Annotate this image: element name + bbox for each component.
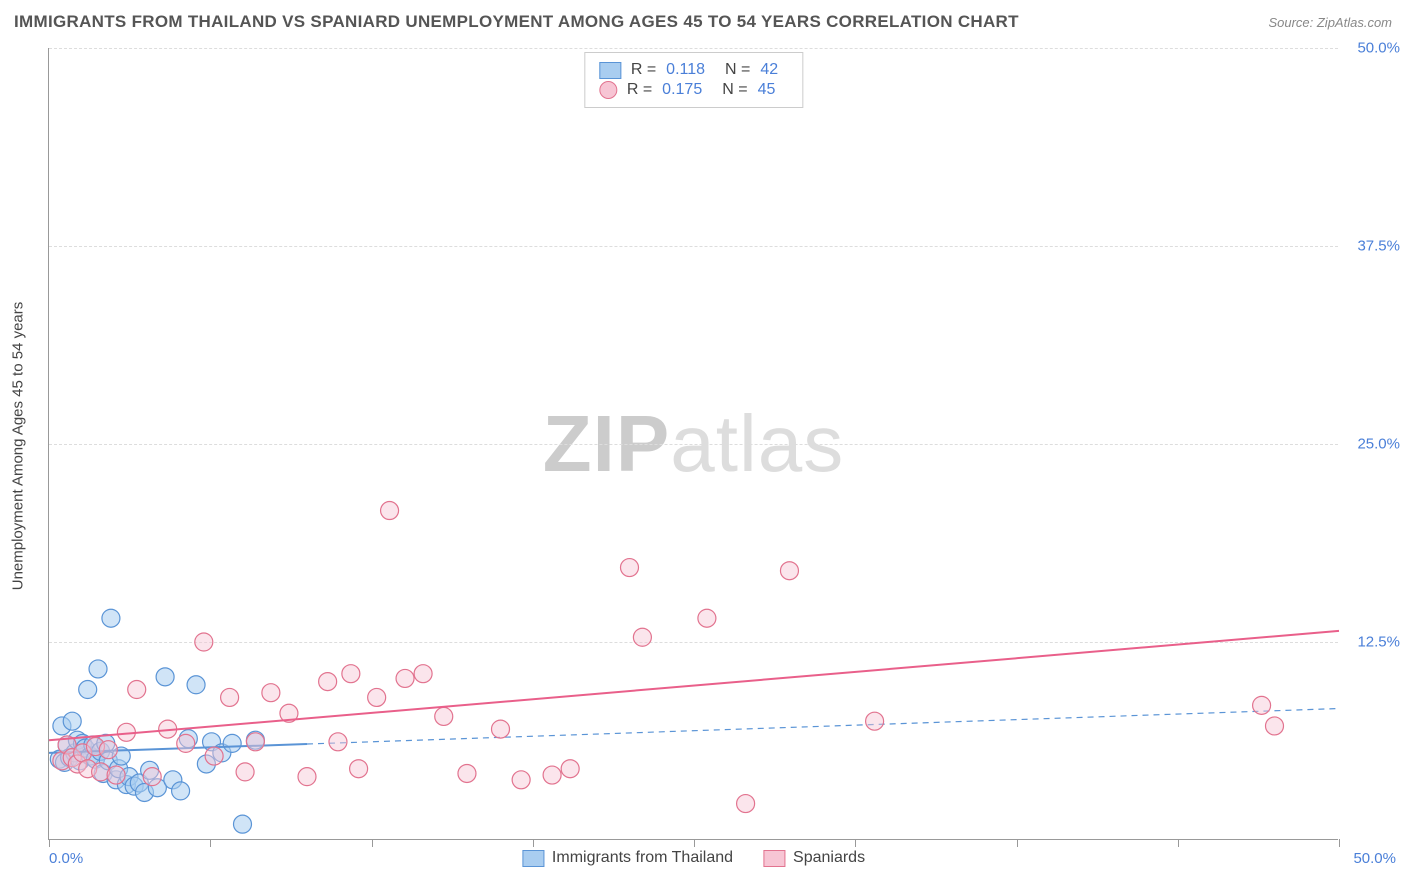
data-point (561, 760, 579, 778)
data-point (63, 712, 81, 730)
data-point (1253, 696, 1271, 714)
legend-row: R = 0.118 N = 42 (599, 61, 788, 79)
x-tick (694, 839, 695, 847)
x-tick (1178, 839, 1179, 847)
data-point (368, 688, 386, 706)
x-tick (855, 839, 856, 847)
data-point (396, 669, 414, 687)
data-point (543, 766, 561, 784)
data-point (342, 665, 360, 683)
chart-title: IMMIGRANTS FROM THAILAND VS SPANIARD UNE… (14, 12, 1019, 32)
data-point (223, 734, 241, 752)
data-point (298, 768, 316, 786)
data-point (414, 665, 432, 683)
y-tick-label: 37.5% (1357, 238, 1400, 255)
y-tick-label: 12.5% (1357, 634, 1400, 651)
data-point (1266, 717, 1284, 735)
data-point (381, 502, 399, 520)
data-point (195, 633, 213, 651)
swatch-series-1 (599, 62, 621, 79)
data-point (205, 747, 223, 765)
data-point (737, 795, 755, 813)
data-point (221, 688, 239, 706)
data-point (156, 668, 174, 686)
data-point (492, 720, 510, 738)
data-point (435, 707, 453, 725)
r-value-1: 0.118 (666, 61, 705, 79)
r-value-2: 0.175 (662, 81, 702, 99)
swatch-icon (763, 850, 785, 867)
data-point (172, 782, 190, 800)
legend-label-2: Spaniards (793, 849, 865, 867)
y-axis-label: Unemployment Among Ages 45 to 54 years (10, 302, 27, 591)
trend-line-extrapolated (307, 709, 1339, 744)
x-tick (210, 839, 211, 847)
data-point (633, 628, 651, 646)
legend-label-1: Immigrants from Thailand (552, 849, 733, 867)
legend-item: Immigrants from Thailand (522, 849, 733, 867)
data-point (458, 764, 476, 782)
y-tick-label: 50.0% (1357, 40, 1400, 57)
scatter-svg (49, 48, 1338, 839)
source-attribution: Source: ZipAtlas.com (1268, 15, 1392, 30)
swatch-series-2 (599, 81, 617, 99)
r-label: R = (627, 81, 652, 99)
data-point (79, 681, 97, 699)
legend-item: Spaniards (763, 849, 865, 867)
x-max-label: 50.0% (1353, 850, 1396, 867)
data-point (236, 763, 254, 781)
x-tick (1017, 839, 1018, 847)
data-point (177, 734, 195, 752)
swatch-icon (522, 850, 544, 867)
data-point (107, 766, 125, 784)
data-point (246, 733, 264, 751)
x-tick (49, 839, 50, 847)
data-point (143, 768, 161, 786)
data-point (512, 771, 530, 789)
scatter-plot-area: ZIPatlas 12.5%25.0%37.5%50.0% R = 0.118 … (48, 48, 1338, 840)
x-tick (1339, 839, 1340, 847)
r-label: R = (631, 61, 656, 79)
n-value-2: 45 (758, 81, 776, 99)
data-point (234, 815, 252, 833)
data-point (128, 681, 146, 699)
x-tick (372, 839, 373, 847)
data-point (102, 609, 120, 627)
x-tick (533, 839, 534, 847)
data-point (262, 684, 280, 702)
data-point (89, 660, 107, 678)
y-tick-label: 25.0% (1357, 436, 1400, 453)
data-point (698, 609, 716, 627)
data-point (866, 712, 884, 730)
correlation-legend: R = 0.118 N = 42 R = 0.175 N = 45 (584, 52, 803, 108)
n-label: N = (722, 81, 747, 99)
series-legend: Immigrants from Thailand Spaniards (522, 849, 865, 867)
data-point (187, 676, 205, 694)
data-point (92, 763, 110, 781)
data-point (329, 733, 347, 751)
data-point (621, 559, 639, 577)
legend-row: R = 0.175 N = 45 (599, 81, 788, 99)
data-point (99, 741, 117, 759)
data-point (350, 760, 368, 778)
x-min-label: 0.0% (49, 850, 83, 867)
n-label: N = (725, 61, 750, 79)
trend-line (49, 631, 1339, 740)
data-point (780, 562, 798, 580)
data-point (319, 673, 337, 691)
n-value-1: 42 (760, 61, 778, 79)
